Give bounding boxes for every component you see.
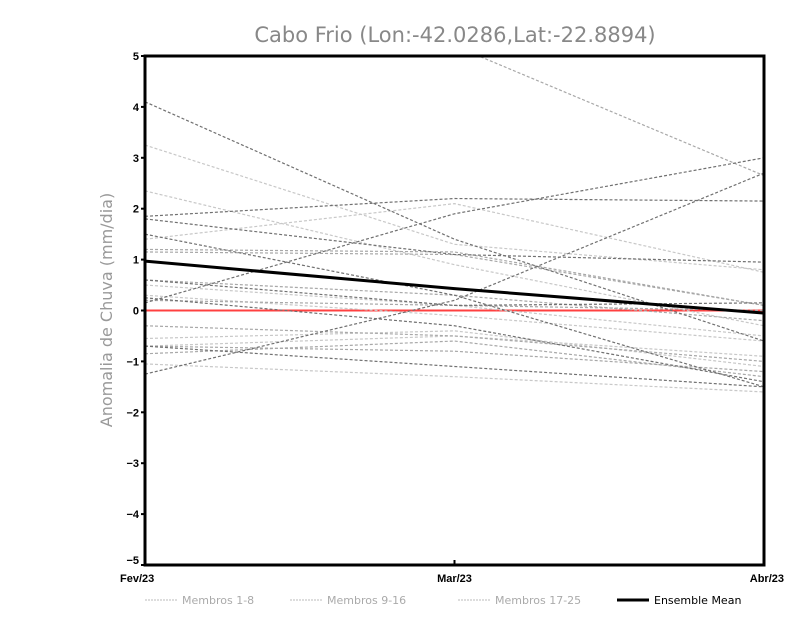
chart-title: Cabo Frio (Lon:-42.0286,Lat:-22.8894) [254, 23, 655, 47]
member-line-10 [145, 248, 764, 307]
legend-label: Membros 9-16 [327, 594, 406, 607]
ensemble-mean-line [145, 259, 764, 315]
legend-item: Membros 9-16 [290, 594, 406, 607]
member-line-9 [477, 56, 764, 177]
x-tick-label: Mar/23 [437, 573, 472, 585]
y-tick-label: −4 [126, 509, 139, 521]
y-tick-label: −5 [126, 555, 139, 567]
legend-item: Membros 1-8 [145, 594, 254, 607]
legend-label: Membros 1-8 [182, 594, 254, 607]
member-line-11 [145, 279, 764, 322]
member-line-19 [145, 218, 764, 263]
member-line-18 [145, 197, 764, 217]
member-line-15 [145, 251, 764, 307]
member-line-12 [145, 325, 764, 362]
member-line-1 [145, 144, 764, 271]
y-tick-label: 2 [133, 204, 139, 216]
x-tick-label: Fev/23 [120, 573, 154, 585]
member-line-2 [145, 190, 764, 327]
member-line-6 [145, 363, 764, 393]
member-line-17 [145, 101, 764, 342]
legend-item: Membros 17-25 [458, 594, 581, 607]
y-tick-label: 0 [133, 306, 139, 318]
member-line-3 [145, 203, 764, 273]
legend-label: Membros 17-25 [495, 594, 581, 607]
y-tick-label: −2 [126, 407, 139, 419]
member-line-8 [145, 294, 764, 342]
member-line-25 [145, 345, 764, 388]
member-line-7 [145, 335, 764, 357]
y-tick-label: 1 [133, 255, 139, 267]
y-tick-label: 3 [133, 153, 139, 165]
member-line-5 [145, 330, 764, 368]
x-tick-label: Abr/23 [750, 573, 784, 585]
y-tick-label: 5 [133, 51, 139, 63]
y-axis-label: Anomalia de Chuva (mm/dia) [97, 193, 116, 427]
member-line-20 [145, 157, 764, 304]
member-line-24 [145, 297, 764, 383]
y-tick-label: 4 [133, 102, 140, 114]
member-line-22 [145, 233, 764, 388]
legend-item: Ensemble Mean [617, 594, 741, 607]
legend-label: Ensemble Mean [654, 594, 741, 607]
y-tick-label: −1 [126, 356, 139, 368]
member-line-21 [145, 172, 764, 375]
y-tick-label: −3 [126, 458, 139, 470]
member-line-14 [145, 299, 764, 312]
member-line-16 [145, 340, 764, 378]
